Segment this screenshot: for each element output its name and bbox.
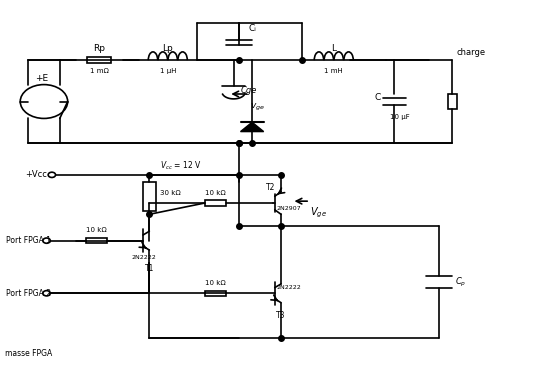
Text: 1 mH: 1 mH <box>324 68 343 74</box>
Bar <box>205 291 226 296</box>
Text: 1 μH: 1 μH <box>160 68 176 74</box>
Text: 2N2222: 2N2222 <box>277 285 301 290</box>
Text: $V_{cc}$ = 12 V: $V_{cc}$ = 12 V <box>160 159 202 172</box>
Text: 1 mΩ: 1 mΩ <box>90 68 109 74</box>
Text: T3: T3 <box>276 311 286 320</box>
Bar <box>86 238 107 243</box>
Bar <box>88 57 111 63</box>
Text: 10 kΩ: 10 kΩ <box>205 280 225 286</box>
Text: +E: +E <box>35 74 48 83</box>
Text: 30 kΩ: 30 kΩ <box>160 190 181 196</box>
Bar <box>205 200 226 206</box>
Text: 2N2222: 2N2222 <box>132 255 156 260</box>
Text: C: C <box>374 93 381 102</box>
Text: Port FPGA 2: Port FPGA 2 <box>6 289 51 298</box>
Polygon shape <box>240 122 264 132</box>
Text: charge: charge <box>456 48 485 57</box>
Text: 2N2907: 2N2907 <box>277 206 301 211</box>
Bar <box>143 182 156 211</box>
Text: Cᵢ: Cᵢ <box>248 24 256 33</box>
Text: T1: T1 <box>145 264 154 273</box>
Bar <box>447 94 457 109</box>
Text: +Vcc: +Vcc <box>25 170 47 179</box>
Text: $v_{{ge}}$: $v_{{ge}}$ <box>250 102 265 113</box>
Text: $V_{ge}$: $V_{ge}$ <box>310 205 326 220</box>
Text: 10 kΩ: 10 kΩ <box>205 190 225 196</box>
Text: L: L <box>331 44 336 53</box>
Text: Lp: Lp <box>162 44 173 53</box>
Text: $C_p$: $C_p$ <box>454 276 466 288</box>
Text: Rp: Rp <box>93 44 105 53</box>
Text: 10 kΩ: 10 kΩ <box>87 227 107 233</box>
Text: T2: T2 <box>266 183 275 193</box>
Text: Port FPGA 1: Port FPGA 1 <box>6 236 51 245</box>
Text: Cge: Cge <box>240 86 257 95</box>
Text: masse FPGA: masse FPGA <box>4 349 52 358</box>
Text: 10 μF: 10 μF <box>390 114 410 120</box>
